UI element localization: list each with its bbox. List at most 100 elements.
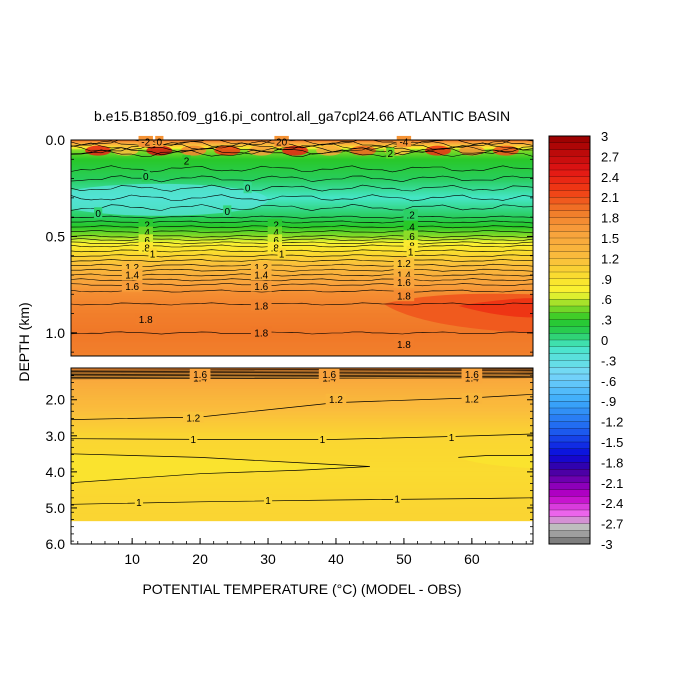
field-band xyxy=(71,513,533,516)
contour-label-bg xyxy=(393,269,415,280)
field-band xyxy=(71,201,533,204)
field-band xyxy=(71,188,533,190)
contour-label-bg xyxy=(393,257,415,269)
colorbar-tick-label: 2.4 xyxy=(601,170,619,185)
colorbar: 3 2.7 2.4 2.1 1.8 1.5 1.2 .9 .6 .3 0 -.3 -.6 -.9 -1.2 -… xyxy=(548,129,623,552)
chart-title: b.e15.B1850.f09_g16.pi_control.all_ga7cp… xyxy=(94,108,510,124)
field-band xyxy=(71,515,533,518)
field-band xyxy=(71,416,533,418)
y-tick-label: 0.5 xyxy=(46,228,66,244)
field-band xyxy=(71,478,533,480)
field-band xyxy=(71,315,533,318)
field-band xyxy=(71,404,533,406)
field-band xyxy=(71,453,533,455)
contour-line xyxy=(71,453,370,484)
field-band xyxy=(71,422,533,424)
field-band xyxy=(71,480,533,482)
field-band xyxy=(71,203,533,206)
colorbar-box xyxy=(548,135,591,144)
field-band xyxy=(71,192,533,194)
colorbar-box xyxy=(548,271,591,280)
contour-line xyxy=(71,273,533,277)
field-band xyxy=(71,470,533,472)
field-band xyxy=(71,479,533,482)
field-band xyxy=(71,162,533,164)
x-tick-label: 50 xyxy=(396,551,412,567)
field-band xyxy=(71,430,533,433)
field-band xyxy=(71,443,533,446)
field-band xyxy=(71,285,533,288)
field-band xyxy=(71,166,533,168)
field-band xyxy=(71,313,533,316)
field-band xyxy=(71,510,533,512)
contour-line xyxy=(71,147,533,156)
field-band xyxy=(71,286,533,289)
field-band xyxy=(71,264,533,266)
field-band xyxy=(71,296,533,298)
field-band xyxy=(71,373,533,376)
field-band xyxy=(71,305,533,308)
contour-label-bg xyxy=(267,226,283,238)
contour-label-bg xyxy=(267,218,283,230)
field-band xyxy=(71,199,533,202)
colorbar-tick-label: .6 xyxy=(601,292,612,307)
x-tick-label: 60 xyxy=(464,551,480,567)
field-band xyxy=(71,214,533,216)
field-band xyxy=(71,375,533,377)
contour-line xyxy=(71,215,533,219)
colorbar-box xyxy=(548,278,591,287)
field-band xyxy=(71,378,533,380)
field-band xyxy=(71,415,533,417)
field-band xyxy=(71,428,533,430)
colorbar-tick-label: 1.2 xyxy=(601,251,619,266)
y-axis-label: DEPTH (km) xyxy=(16,302,32,381)
colorbar-box xyxy=(548,197,591,205)
colorbar-box xyxy=(548,231,591,239)
field-band xyxy=(71,339,533,342)
contour-label: 1.4 xyxy=(254,271,268,282)
field-band xyxy=(71,483,533,485)
field-band xyxy=(71,386,533,388)
colorbar-tick-label: 2.1 xyxy=(601,190,619,205)
field-band xyxy=(71,440,533,442)
field-band xyxy=(71,426,533,428)
contour-label-bg xyxy=(447,431,456,443)
colorbar-box xyxy=(548,224,591,232)
contour-line xyxy=(71,331,533,335)
field-band xyxy=(71,451,533,453)
colorbar-box xyxy=(548,210,591,219)
field-band xyxy=(71,208,533,211)
field-band xyxy=(71,318,533,320)
contour-line xyxy=(71,433,533,440)
field-band xyxy=(71,324,533,326)
contour-label-bg xyxy=(461,368,483,380)
field-band xyxy=(71,198,533,201)
field-band xyxy=(71,269,533,271)
field-band xyxy=(71,398,533,400)
y-tick-label: 0.0 xyxy=(46,132,66,148)
field-band xyxy=(71,445,533,447)
field-band xyxy=(71,204,533,207)
field-band xyxy=(71,308,533,311)
contour-label-bg xyxy=(138,218,153,230)
contour-line xyxy=(71,368,533,371)
field-band xyxy=(71,347,533,349)
field-band xyxy=(71,352,533,354)
contour-label: 1.8 xyxy=(139,315,153,326)
field-band xyxy=(71,481,533,483)
contour-label-bg xyxy=(403,209,418,221)
field-band xyxy=(71,307,533,310)
field-band xyxy=(71,217,533,219)
contour-line xyxy=(71,375,533,378)
field-band xyxy=(71,179,533,182)
field-band xyxy=(71,447,533,449)
field-band xyxy=(71,275,533,278)
field-band xyxy=(71,156,533,158)
colorbar-box xyxy=(548,292,591,300)
field-band xyxy=(71,510,533,513)
field-band xyxy=(71,395,533,397)
contour-label-bg xyxy=(250,269,272,280)
field-band xyxy=(71,210,533,212)
field-band xyxy=(71,195,533,198)
field-band xyxy=(71,481,533,484)
